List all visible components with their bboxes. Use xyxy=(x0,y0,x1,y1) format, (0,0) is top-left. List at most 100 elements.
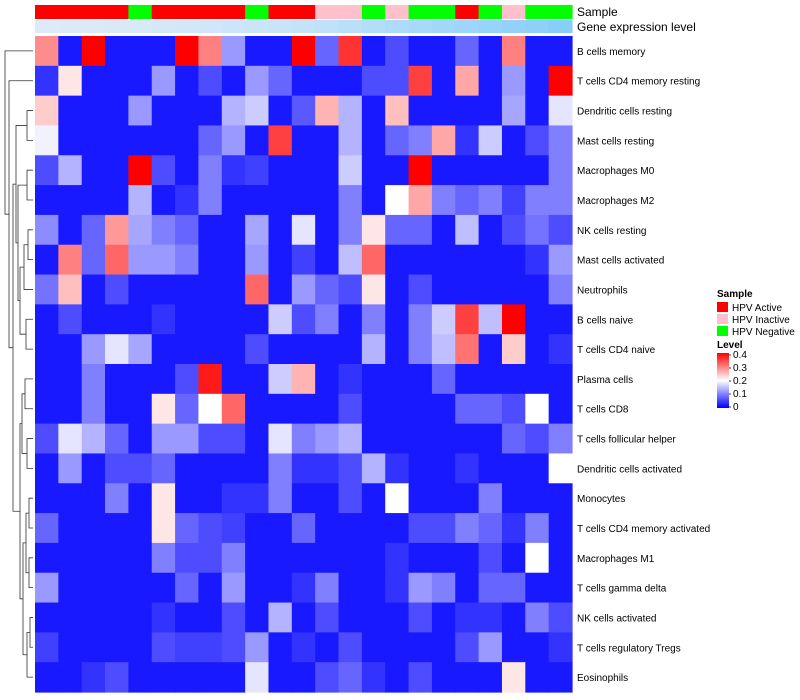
heatmap-cell xyxy=(81,393,106,425)
heatmap-cell xyxy=(175,185,200,216)
heatmap-cell xyxy=(58,423,83,455)
gene-annotation-cell xyxy=(58,20,83,33)
heatmap-cell xyxy=(315,393,340,425)
heatmap-cell xyxy=(291,662,316,693)
heatmap-cell xyxy=(408,602,433,633)
heatmap-cell xyxy=(338,632,363,663)
heatmap-cell xyxy=(128,334,153,365)
heatmap-cell xyxy=(361,334,386,365)
heatmap-cell xyxy=(245,453,270,484)
heatmap-cell xyxy=(198,542,223,574)
heatmap-cell xyxy=(408,125,433,156)
gene-annotation-cell xyxy=(548,20,573,33)
heatmap-cell xyxy=(81,36,106,67)
heatmap-cell xyxy=(315,274,340,305)
heatmap-cell xyxy=(385,513,410,544)
heatmap-cell xyxy=(455,274,480,305)
heatmap-cell xyxy=(35,364,59,395)
gene-expression-annotation-bar xyxy=(35,20,573,33)
heatmap-cell xyxy=(81,513,106,544)
sample-annotation-cell xyxy=(455,5,480,19)
heatmap-cell xyxy=(501,304,526,335)
heatmap-cell xyxy=(315,572,340,604)
heatmap-cell xyxy=(268,513,293,544)
heatmap-cell xyxy=(35,274,59,305)
sample-annotation-cell xyxy=(151,5,176,19)
heatmap-cell xyxy=(221,95,246,127)
heatmap-cell xyxy=(385,393,410,425)
heatmap-cell xyxy=(81,632,106,663)
heatmap-cell xyxy=(291,155,316,186)
heatmap-cell xyxy=(105,602,129,633)
heatmap-cell xyxy=(151,662,176,693)
heatmap-cell xyxy=(128,393,153,425)
heatmap-cell xyxy=(361,274,386,305)
heatmap-cell xyxy=(315,632,340,663)
heatmap-cell xyxy=(315,602,340,633)
heatmap-cell xyxy=(175,364,200,395)
heatmap-cell xyxy=(548,662,573,693)
heatmap-cell xyxy=(35,155,59,186)
heatmap-cell xyxy=(221,304,246,335)
heatmap-cell xyxy=(291,304,316,335)
heatmap-cell xyxy=(431,393,456,425)
heatmap-cell xyxy=(455,334,480,365)
heatmap-cell xyxy=(361,572,386,604)
heatmap-cell xyxy=(105,95,129,127)
heatmap-cell xyxy=(338,95,363,127)
heatmap-cell xyxy=(35,542,59,574)
heatmap-cell xyxy=(175,95,200,127)
heatmap-cell xyxy=(221,662,246,693)
heatmap-cell xyxy=(35,602,59,633)
heatmap-cell xyxy=(105,513,129,544)
heatmap-cell xyxy=(431,542,456,574)
heatmap-cell xyxy=(455,662,480,693)
heatmap-cell xyxy=(291,453,316,484)
heatmap-cell xyxy=(455,125,480,156)
heatmap-cell xyxy=(385,334,410,365)
heatmap-cell xyxy=(525,423,550,455)
heatmap-cell xyxy=(548,602,573,633)
heatmap-cell xyxy=(291,36,316,67)
sample-annotation-cell xyxy=(338,5,363,19)
row-label: T cells CD4 naive xyxy=(577,345,656,356)
heatmap-cell xyxy=(525,364,550,395)
heatmap-cell xyxy=(268,95,293,127)
heatmap-cell xyxy=(128,364,153,395)
legend-tick-label: 0.4 xyxy=(733,350,747,361)
sample-annotation-cell xyxy=(291,5,316,19)
heatmap-cell xyxy=(175,65,200,97)
heatmap-cell xyxy=(175,513,200,544)
heatmap-cell xyxy=(361,36,386,67)
heatmap-cell xyxy=(431,125,456,156)
heatmap-cell xyxy=(315,244,340,276)
dendrogram-branch xyxy=(26,438,33,469)
heatmap-cell xyxy=(315,125,340,156)
row-label: T cells CD8 xyxy=(577,405,629,416)
dendrogram-branch xyxy=(27,229,33,261)
heatmap-cell xyxy=(221,274,246,305)
heatmap-cell xyxy=(548,95,573,127)
heatmap-cell xyxy=(291,632,316,663)
heatmap-cell xyxy=(81,334,106,365)
heatmap-cell xyxy=(478,274,503,305)
heatmap-cell xyxy=(245,364,270,395)
heatmap-cell xyxy=(338,483,363,514)
heatmap-cell xyxy=(35,244,59,276)
heatmap-cell xyxy=(385,155,410,186)
gene-annotation-cell xyxy=(455,20,480,33)
heatmap-cell xyxy=(478,453,503,484)
heatmap-cell xyxy=(198,453,223,484)
heatmap-cell xyxy=(548,483,573,514)
heatmap-cell xyxy=(175,155,200,186)
sample-annotation-cell xyxy=(431,5,456,19)
heatmap-cell xyxy=(151,572,176,604)
row-label: T cells follicular helper xyxy=(577,435,676,446)
heatmap-cell xyxy=(245,95,270,127)
heatmap-cell xyxy=(175,334,200,365)
heatmap-cell xyxy=(245,602,270,633)
dendrogram-branch xyxy=(25,512,29,574)
heatmap-cell xyxy=(198,602,223,633)
sample-annotation-cell xyxy=(175,5,200,19)
